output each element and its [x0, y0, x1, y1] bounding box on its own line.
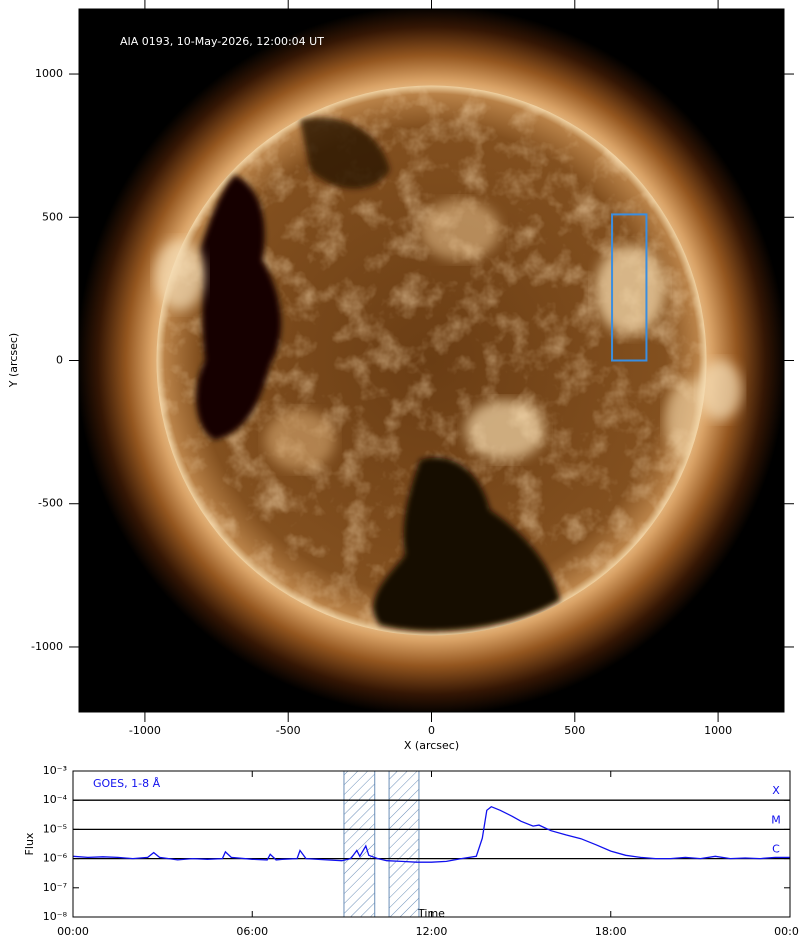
y-tick-label: 10⁻⁸	[43, 910, 68, 923]
x-tick-label: 12:00	[416, 925, 448, 938]
class-label: M	[771, 813, 781, 826]
legend-label: GOES, 1-8 Å	[93, 777, 161, 790]
x-axis-label: X (arcsec)	[404, 739, 459, 752]
active-region	[595, 245, 665, 335]
active-region	[465, 400, 545, 460]
y-tick-label: 10⁻⁷	[43, 881, 67, 894]
sun-image	[79, 9, 784, 712]
class-label: X	[772, 784, 780, 797]
class-label: C	[772, 843, 780, 856]
y-tick-label: 0	[56, 354, 63, 367]
x-tick-label: -500	[276, 724, 301, 737]
limb-brightening	[155, 240, 205, 310]
y-tick-label: -1000	[31, 640, 63, 653]
x-tick-label: 500	[564, 724, 585, 737]
y-tick-label: 1000	[35, 67, 63, 80]
limb-brightening	[698, 360, 742, 420]
flux-line	[72, 805, 790, 863]
y-tick-label: 10⁻⁶	[43, 852, 68, 865]
frame	[72, 770, 791, 918]
x-tick-label: -1000	[129, 724, 161, 737]
y-axis-label: Y (arcsec)	[7, 333, 20, 388]
region-box	[611, 213, 648, 362]
x-tick-label: 0	[428, 724, 435, 737]
x-tick-label: 1000	[704, 724, 732, 737]
y-axis-label: Flux	[23, 832, 36, 855]
coronal-hole	[373, 457, 560, 631]
active-region	[265, 410, 335, 470]
coronal-hole	[196, 175, 282, 440]
coronal-hole	[300, 117, 390, 189]
x-tick-label: 06:00	[236, 925, 268, 938]
x-tick-label: 18:00	[595, 925, 627, 938]
shaded-interval	[343, 770, 376, 918]
shaded-interval	[388, 770, 420, 918]
y-tick-label: 10⁻³	[43, 764, 67, 777]
y-tick-label: 500	[42, 210, 63, 223]
image-annotation: AIA 0193, 10-May-2026, 12:00:04 UT	[120, 35, 324, 48]
x-tick-label: 00:00	[57, 925, 89, 938]
active-region	[420, 200, 500, 260]
x-tick-label: 00:00	[774, 925, 799, 938]
y-tick-label: 10⁻⁵	[43, 822, 67, 835]
y-tick-label: -500	[38, 497, 63, 510]
y-tick-label: 10⁻⁴	[43, 793, 68, 806]
